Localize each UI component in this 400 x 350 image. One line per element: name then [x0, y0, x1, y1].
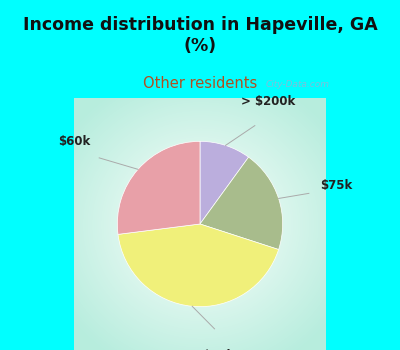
- Wedge shape: [117, 141, 200, 234]
- Text: $60k: $60k: [58, 135, 90, 148]
- Text: > $200k: > $200k: [242, 94, 296, 107]
- Text: Other residents: Other residents: [143, 77, 257, 91]
- Text: $50k: $50k: [202, 349, 234, 350]
- Text: Income distribution in Hapeville, GA
(%): Income distribution in Hapeville, GA (%): [23, 16, 377, 55]
- Wedge shape: [200, 141, 248, 224]
- Wedge shape: [200, 157, 283, 250]
- Wedge shape: [118, 224, 279, 307]
- Text: City-Data.com: City-Data.com: [266, 80, 330, 89]
- Text: $75k: $75k: [320, 179, 352, 192]
